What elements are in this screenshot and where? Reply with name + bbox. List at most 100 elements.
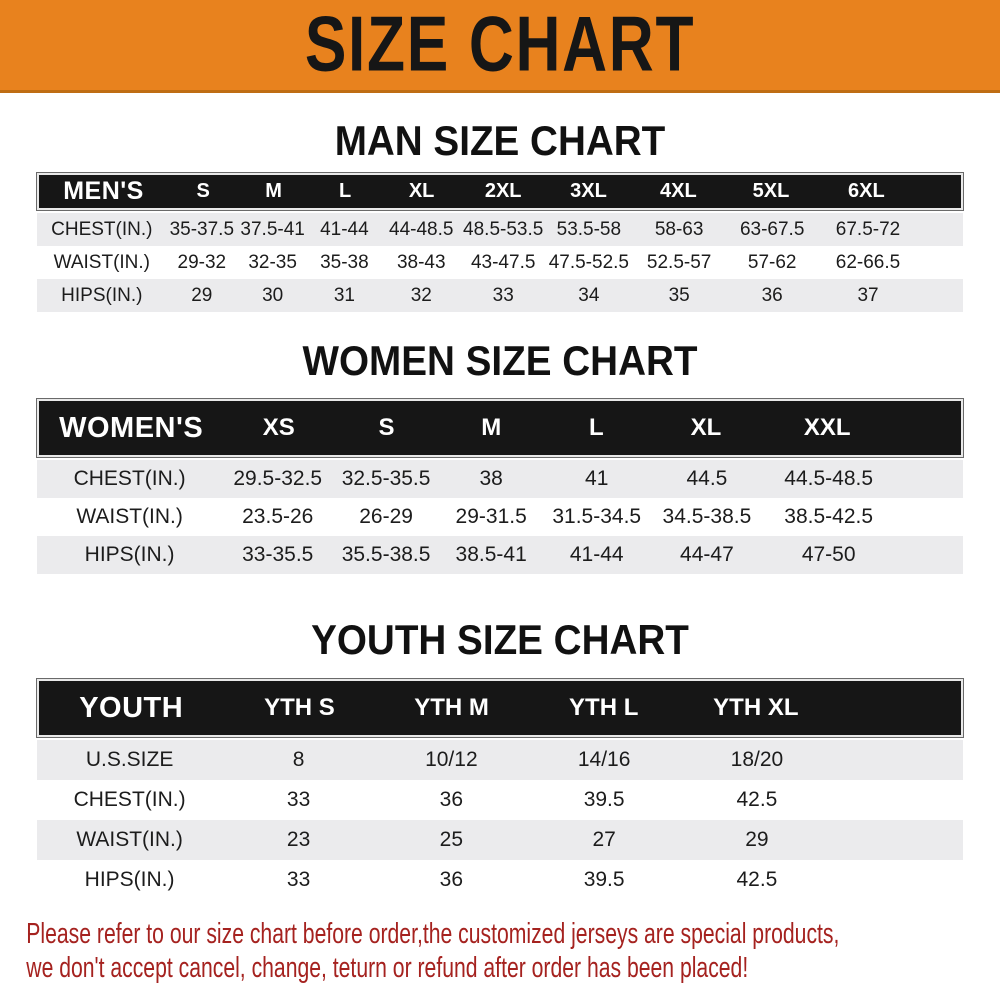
table-group-label: WOMEN'S	[59, 411, 204, 444]
value-cell: 47.5-52.5	[548, 251, 629, 273]
size-chart-banner: SIZE CHART	[0, 0, 1000, 93]
table-row: WAIST(IN.) 23.5-26 26-29 29-31.5 31.5-34.5 34…	[37, 498, 963, 536]
row-label: WAIST(IN.)	[76, 828, 183, 851]
men-size-table: MEN'S S M L XL 2XL 3XL 4XL 5XL 6XL CHEST(IN.) 35-37…	[37, 173, 963, 312]
value-cell: 63-67.5	[739, 218, 805, 240]
table-row: WAIST(IN.) 23 25 27 29	[37, 820, 963, 860]
value-cell: 42.5	[736, 788, 778, 811]
value-cell: 30	[262, 284, 284, 306]
value-cell: 31.5-34.5	[552, 505, 642, 528]
value-cell: 52.5-57	[646, 251, 712, 273]
value-cell: 29-31.5	[455, 505, 527, 528]
table-row: CHEST(IN.) 35-37.5 37.5-41 41-44 44-48.5 48.5…	[37, 213, 963, 246]
column-header: 5XL	[752, 180, 790, 202]
value-cell: 14/16	[577, 748, 631, 771]
value-cell: 44-48.5	[389, 218, 454, 240]
value-cell: 37.5-41	[240, 218, 305, 240]
value-cell: 32	[410, 284, 432, 306]
value-cell: 44-47	[680, 543, 734, 566]
column-header: 4XL	[659, 180, 697, 202]
column-header: S	[196, 180, 210, 202]
value-cell: 35	[668, 284, 690, 306]
value-cell: 23.5-26	[242, 505, 314, 528]
column-header: M	[481, 414, 502, 441]
value-cell: 33-35.5	[242, 543, 314, 566]
value-cell: 10/12	[425, 748, 478, 771]
row-label: HIPS(IN.)	[84, 543, 175, 566]
value-cell: 53.5-58	[556, 218, 622, 240]
table-group-label: MEN'S	[63, 177, 144, 205]
column-header: XS	[262, 414, 295, 441]
row-label: WAIST(IN.)	[76, 505, 183, 528]
table-row: CHEST(IN.) 29.5-32.5 32.5-35.5 38 41 44.5 44.5…	[37, 460, 963, 498]
value-cell: 29.5-32.5	[233, 467, 323, 490]
table-row: HIPS(IN.) 33 36 39.5 42.5	[37, 860, 963, 900]
value-cell: 33	[492, 284, 514, 306]
youth-size-table: YOUTH YTH S YTH M YTH L YTH XL U.S.SIZE 8 10/12…	[37, 679, 963, 900]
value-cell: 57-62	[747, 251, 797, 273]
value-cell: 29	[745, 828, 769, 851]
youth-size-chart-heading: YOUTH SIZE CHART	[311, 616, 689, 663]
column-header: 3XL	[570, 180, 607, 202]
table-row: HIPS(IN.) 33-35.5 35.5-38.5 38.5-41 41-44 44-…	[37, 536, 963, 574]
value-cell: 29	[191, 284, 213, 306]
value-cell: 38.5-42.5	[784, 505, 874, 528]
value-cell: 37	[857, 284, 879, 306]
women-size-chart-heading: WOMEN SIZE CHART	[302, 337, 698, 384]
value-cell: 41-44	[320, 218, 369, 240]
value-cell: 33	[286, 788, 311, 811]
value-cell: 34.5-38.5	[662, 505, 752, 528]
column-header: YTH L	[569, 694, 639, 721]
footer-note-line2: we don't accept cancel, change, teturn o…	[26, 952, 749, 984]
value-cell: 44.5-48.5	[784, 467, 874, 490]
table-row: U.S.SIZE 8 10/12 14/16 18/20	[37, 740, 963, 780]
value-cell: 44.5	[686, 467, 728, 490]
value-cell: 38.5-41	[455, 543, 527, 566]
row-label: CHEST(IN.)	[73, 788, 186, 811]
value-cell: 18/20	[730, 748, 784, 771]
column-header: 6XL	[848, 180, 885, 202]
value-cell: 39.5	[583, 788, 625, 811]
value-cell: 33	[286, 868, 311, 891]
youth-table-header: YOUTH YTH S YTH M YTH L YTH XL	[37, 679, 963, 737]
column-header: YTH M	[414, 694, 489, 721]
value-cell: 43-47.5	[470, 251, 536, 273]
footer-note-line1: Please refer to our size chart before or…	[26, 918, 840, 950]
row-label: HIPS(IN.)	[61, 284, 143, 306]
column-header: L	[338, 180, 352, 202]
row-label: U.S.SIZE	[85, 748, 174, 771]
column-header: XXL	[803, 414, 851, 441]
row-label: CHEST(IN.)	[51, 218, 153, 240]
value-cell: 35-37.5	[169, 218, 235, 240]
value-cell: 47-50	[801, 543, 856, 566]
row-label: CHEST(IN.)	[73, 467, 186, 490]
table-row: WAIST(IN.) 29-32 32-35 35-38 38-43 43-47.5 47.…	[37, 246, 963, 279]
value-cell: 39.5	[583, 868, 625, 891]
banner-title: SIZE CHART	[304, 1, 696, 88]
man-size-chart-heading: MAN SIZE CHART	[334, 117, 666, 164]
value-cell: 38	[479, 467, 503, 490]
value-cell: 27	[592, 828, 616, 851]
value-cell: 36	[761, 284, 783, 306]
column-header: L	[588, 414, 604, 441]
column-header: YTH XL	[713, 694, 799, 721]
value-cell: 34	[578, 284, 600, 306]
column-header: M	[265, 180, 282, 202]
value-cell: 67.5-72	[835, 218, 901, 240]
value-cell: 32-35	[248, 251, 297, 273]
value-cell: 8	[292, 748, 305, 771]
value-cell: 62-66.5	[835, 251, 901, 273]
value-cell: 36	[439, 788, 464, 811]
column-header: YTH S	[264, 694, 335, 721]
column-header: 2XL	[484, 180, 522, 202]
value-cell: 26-29	[359, 505, 413, 528]
value-cell: 29-32	[177, 251, 227, 273]
value-cell: 58-63	[654, 218, 704, 240]
table-row: CHEST(IN.) 33 36 39.5 42.5	[37, 780, 963, 820]
value-cell: 41-44	[569, 543, 624, 566]
value-cell: 36	[439, 868, 464, 891]
row-label: HIPS(IN.)	[84, 868, 175, 891]
column-header: S	[378, 414, 395, 441]
footer-note: Please refer to our size chart before or…	[0, 917, 840, 985]
table-group-label: YOUTH	[79, 691, 184, 724]
